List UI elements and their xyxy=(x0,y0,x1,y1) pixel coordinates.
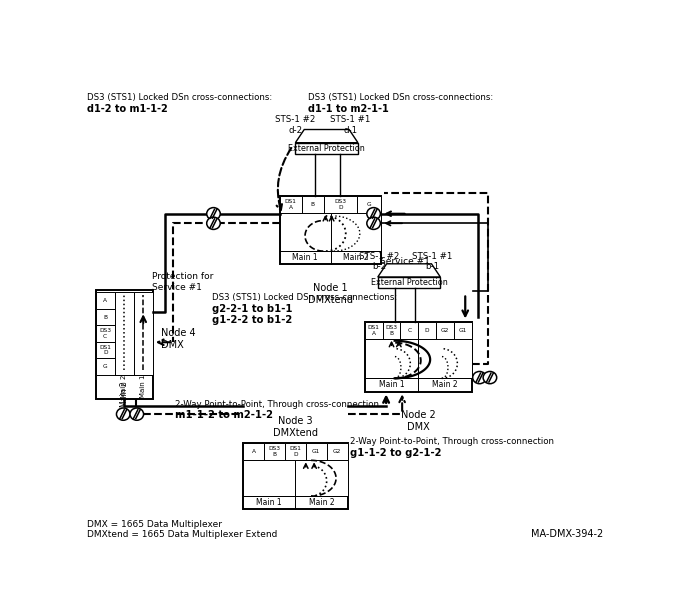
Bar xyxy=(306,443,326,460)
Bar xyxy=(96,341,114,358)
Bar xyxy=(365,339,418,378)
Circle shape xyxy=(130,408,143,420)
Bar xyxy=(285,443,306,460)
Text: MA-DMX-394-2: MA-DMX-394-2 xyxy=(531,529,603,539)
Bar xyxy=(243,443,347,509)
Circle shape xyxy=(116,408,130,420)
Text: Node 2
DMX: Node 2 DMX xyxy=(401,411,435,432)
Text: DS1
D: DS1 D xyxy=(99,345,111,356)
Text: D: D xyxy=(425,328,429,333)
Bar xyxy=(280,196,302,213)
Text: STS-1 #1
d-1: STS-1 #1 d-1 xyxy=(330,115,370,135)
Text: Main 1: Main 1 xyxy=(379,381,404,389)
Bar xyxy=(454,322,472,339)
Bar xyxy=(326,443,347,460)
Text: G1: G1 xyxy=(312,449,320,454)
Circle shape xyxy=(367,207,380,220)
Text: STS-1 #2
b-2: STS-1 #2 b-2 xyxy=(359,252,400,271)
Text: Node 1
DMXtend: Node 1 DMXtend xyxy=(308,283,353,305)
Text: DS1
D: DS1 D xyxy=(289,446,302,457)
Text: Node 3
DMXtend: Node 3 DMXtend xyxy=(273,416,318,438)
Bar xyxy=(365,322,382,339)
Text: Main 2: Main 2 xyxy=(343,253,369,262)
Text: m1-1-2 to m2-1-2: m1-1-2 to m2-1-2 xyxy=(176,410,273,420)
Text: d1-1 to m2-1-1: d1-1 to m2-1-1 xyxy=(308,104,389,114)
Text: 2-Way Point-to-Point, Through cross-connection: 2-Way Point-to-Point, Through cross-conn… xyxy=(176,400,380,409)
Text: G2: G2 xyxy=(333,449,341,454)
Text: Main 2: Main 2 xyxy=(121,375,127,398)
Bar xyxy=(96,293,114,309)
Bar xyxy=(264,443,285,460)
Bar xyxy=(134,293,153,375)
Text: G2: G2 xyxy=(441,328,449,333)
Text: g1-2-2 to b1-2: g1-2-2 to b1-2 xyxy=(212,315,292,326)
Bar xyxy=(295,143,358,154)
Text: B: B xyxy=(103,315,107,319)
Text: Main 2: Main 2 xyxy=(120,382,129,408)
Bar xyxy=(418,322,436,339)
Text: STS-1 #2
d-2: STS-1 #2 d-2 xyxy=(275,115,316,135)
Text: DMXtend = 1665 Data Multiplexer Extend: DMXtend = 1665 Data Multiplexer Extend xyxy=(87,530,277,539)
Bar xyxy=(357,196,382,213)
Text: G1: G1 xyxy=(458,328,467,333)
Bar xyxy=(382,322,400,339)
Text: DS3
B: DS3 B xyxy=(386,325,398,335)
Text: DS3
D: DS3 D xyxy=(334,199,347,210)
Bar xyxy=(243,443,264,460)
Text: DS3 (STS1) Locked DSn cross-connections:: DS3 (STS1) Locked DSn cross-connections: xyxy=(212,293,397,302)
Bar xyxy=(324,196,357,213)
Text: DS3 (STS1) Locked DSn cross-connections:: DS3 (STS1) Locked DSn cross-connections: xyxy=(308,94,494,102)
Bar xyxy=(96,309,114,326)
Text: STS-1 #1
b-1: STS-1 #1 b-1 xyxy=(413,252,453,271)
Text: Main 2: Main 2 xyxy=(309,498,334,507)
Text: C: C xyxy=(407,328,411,333)
Bar xyxy=(96,358,114,375)
Circle shape xyxy=(472,371,487,384)
Text: g1-1-2 to g2-1-2: g1-1-2 to g2-1-2 xyxy=(350,448,441,458)
Text: G: G xyxy=(367,202,371,207)
Bar xyxy=(96,290,153,398)
Bar xyxy=(295,460,347,496)
Text: Protection for
Service #1: Protection for Service #1 xyxy=(152,272,213,292)
Text: d1-2 to m1-1-2: d1-2 to m1-1-2 xyxy=(87,104,168,114)
Bar xyxy=(365,322,472,392)
Bar xyxy=(243,460,295,496)
Text: DS3 (STS1) Locked DSn cross-connections:: DS3 (STS1) Locked DSn cross-connections: xyxy=(87,94,272,102)
Bar xyxy=(280,213,330,251)
Text: External Protection: External Protection xyxy=(371,278,448,287)
Text: Main 1: Main 1 xyxy=(256,498,282,507)
Bar xyxy=(400,322,418,339)
Text: B: B xyxy=(310,202,314,207)
Bar xyxy=(280,196,382,264)
Text: DMX = 1665 Data Multiplexer: DMX = 1665 Data Multiplexer xyxy=(87,520,221,529)
Text: DS1
A: DS1 A xyxy=(367,325,380,335)
Circle shape xyxy=(207,217,220,230)
Bar xyxy=(302,196,324,213)
Bar xyxy=(418,339,472,378)
Circle shape xyxy=(483,371,497,384)
Text: Main 1: Main 1 xyxy=(141,375,147,398)
Text: DS3
C: DS3 C xyxy=(99,328,111,339)
Text: g2-2-1 to b1-1: g2-2-1 to b1-1 xyxy=(212,304,292,314)
Text: Service #1: Service #1 xyxy=(380,258,430,266)
Circle shape xyxy=(367,217,380,230)
Text: Main 1: Main 1 xyxy=(292,253,318,262)
Text: Main 2: Main 2 xyxy=(432,381,458,389)
Text: 2-Way Point-to-Point, Through cross-connection: 2-Way Point-to-Point, Through cross-conn… xyxy=(350,438,554,446)
Text: A: A xyxy=(103,298,107,303)
Bar xyxy=(378,277,440,288)
Bar xyxy=(114,293,134,375)
Text: External Protection: External Protection xyxy=(288,144,365,152)
Text: DS1
A: DS1 A xyxy=(285,199,297,210)
Bar xyxy=(436,322,454,339)
Text: Node 4
DMX: Node 4 DMX xyxy=(161,328,195,350)
Text: DS3
B: DS3 B xyxy=(269,446,281,457)
Text: A: A xyxy=(252,449,256,454)
Circle shape xyxy=(207,207,220,220)
Bar xyxy=(330,213,382,251)
Bar xyxy=(96,326,114,341)
Text: G: G xyxy=(103,364,108,369)
